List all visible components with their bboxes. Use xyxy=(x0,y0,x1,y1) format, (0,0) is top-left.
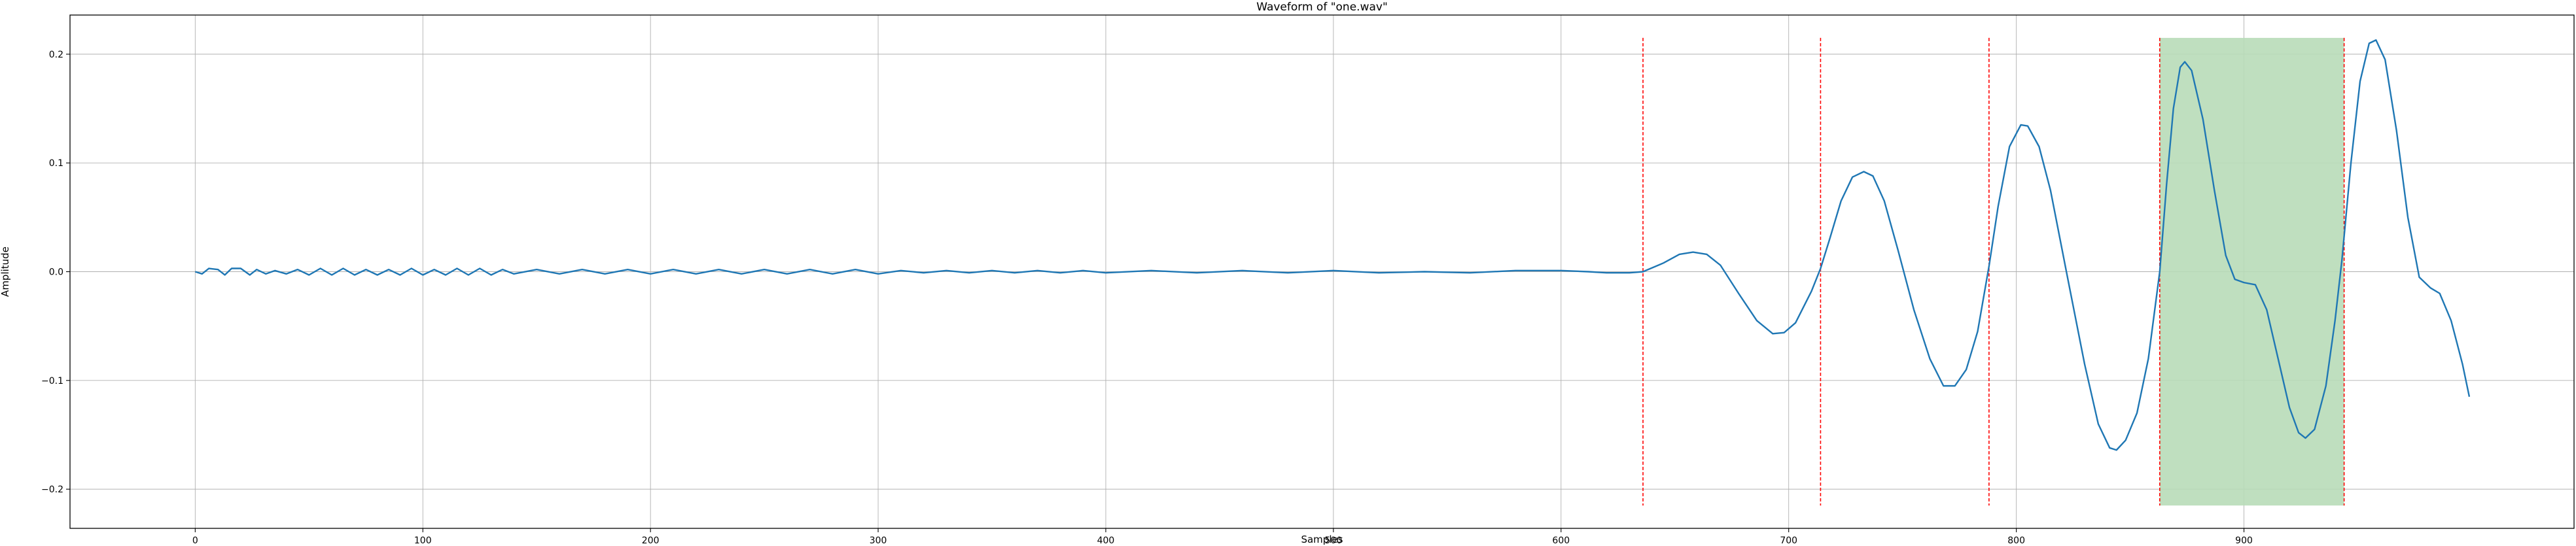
y-axis-label: Amplitude xyxy=(0,247,11,297)
x-tick-label: 600 xyxy=(1552,536,1570,546)
y-tick-label: −0.1 xyxy=(41,376,63,386)
x-tick-label: 200 xyxy=(642,536,660,546)
x-tick-label: 800 xyxy=(2007,536,2025,546)
tick-layer: 0 100 200 300 400 500 600 700 800 900 −0.2 −0.1 0.0 0… xyxy=(41,50,2253,546)
y-tick-label: 0.2 xyxy=(49,50,63,60)
y-tick-label: −0.2 xyxy=(41,485,63,495)
shaded-region xyxy=(2159,37,2344,506)
x-tick-label: 300 xyxy=(870,536,887,546)
series-layer xyxy=(194,39,2471,451)
x-tick-label: 400 xyxy=(1097,536,1115,546)
vertical-marker-layer xyxy=(1642,37,2345,506)
shaded-region-layer xyxy=(2159,37,2344,506)
y-tick-label: 0.0 xyxy=(49,267,63,278)
x-tick-label: 700 xyxy=(1780,536,1797,546)
x-tick-label: 900 xyxy=(2235,536,2253,546)
x-tick-label: 0 xyxy=(192,536,198,546)
chart-title: Waveform of "one.wav" xyxy=(1256,1,1388,14)
y-tick-label: 0.1 xyxy=(49,158,63,169)
waveform-line xyxy=(194,39,2471,451)
x-tick-label: 100 xyxy=(414,536,432,546)
x-axis-label: Samples xyxy=(1301,534,1343,545)
x-tick-label: 500 xyxy=(1325,536,1343,546)
